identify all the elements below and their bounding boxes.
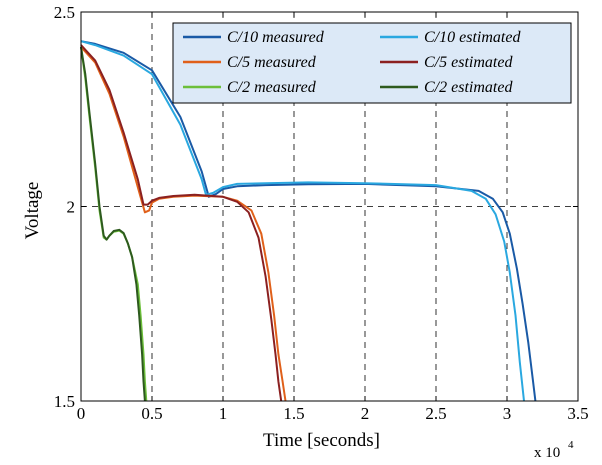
- legend-entry: C/2 estimated: [424, 79, 513, 96]
- legend-entry: C/2 measured: [227, 79, 317, 96]
- series-line-c-10-measured: [80, 40, 537, 402]
- x-tick-label: 0: [77, 404, 86, 423]
- x-axis-label: Time [seconds]: [263, 430, 380, 451]
- x-tick-label: 2: [361, 404, 370, 423]
- grid-lines: [81, 12, 578, 401]
- legend-entry: C/5 measured: [227, 54, 317, 71]
- legend-entry: C/10 estimated: [424, 29, 521, 46]
- x-tick-label: 1: [219, 404, 228, 423]
- series-lines: [80, 40, 537, 402]
- y-tick-label: 2: [67, 198, 76, 217]
- legend-entry: C/10 measured: [227, 29, 325, 46]
- y-axis-label: Voltage: [22, 182, 43, 240]
- x-tick-label: 3: [503, 404, 512, 423]
- legend-box: [172, 22, 572, 104]
- y-tick-label: 1.5: [54, 392, 75, 411]
- x-tick-label: 0.5: [141, 404, 162, 423]
- series-line-c-2-estimated: [80, 46, 146, 402]
- x-tick-label: 1.5: [283, 404, 304, 423]
- series-line-c-5-estimated: [80, 44, 283, 402]
- x-tick-label: 3.5: [567, 404, 588, 423]
- x-axis-multiplier-exponent: 4: [568, 439, 574, 451]
- x-tick-label: 2.5: [425, 404, 446, 423]
- legend: C/10 measured C/10 estimated C/5 measured C…: [172, 22, 572, 104]
- series-line-c-10-estimated: [80, 40, 525, 402]
- y-tick-label: 2.5: [54, 3, 75, 22]
- axis-ticks: 0 0.5 1 1.5 2 2.5 3 3.5 1.5 2 2.5: [54, 3, 589, 423]
- legend-entry: C/5 estimated: [424, 54, 513, 71]
- x-axis-multiplier: x 10: [534, 445, 560, 461]
